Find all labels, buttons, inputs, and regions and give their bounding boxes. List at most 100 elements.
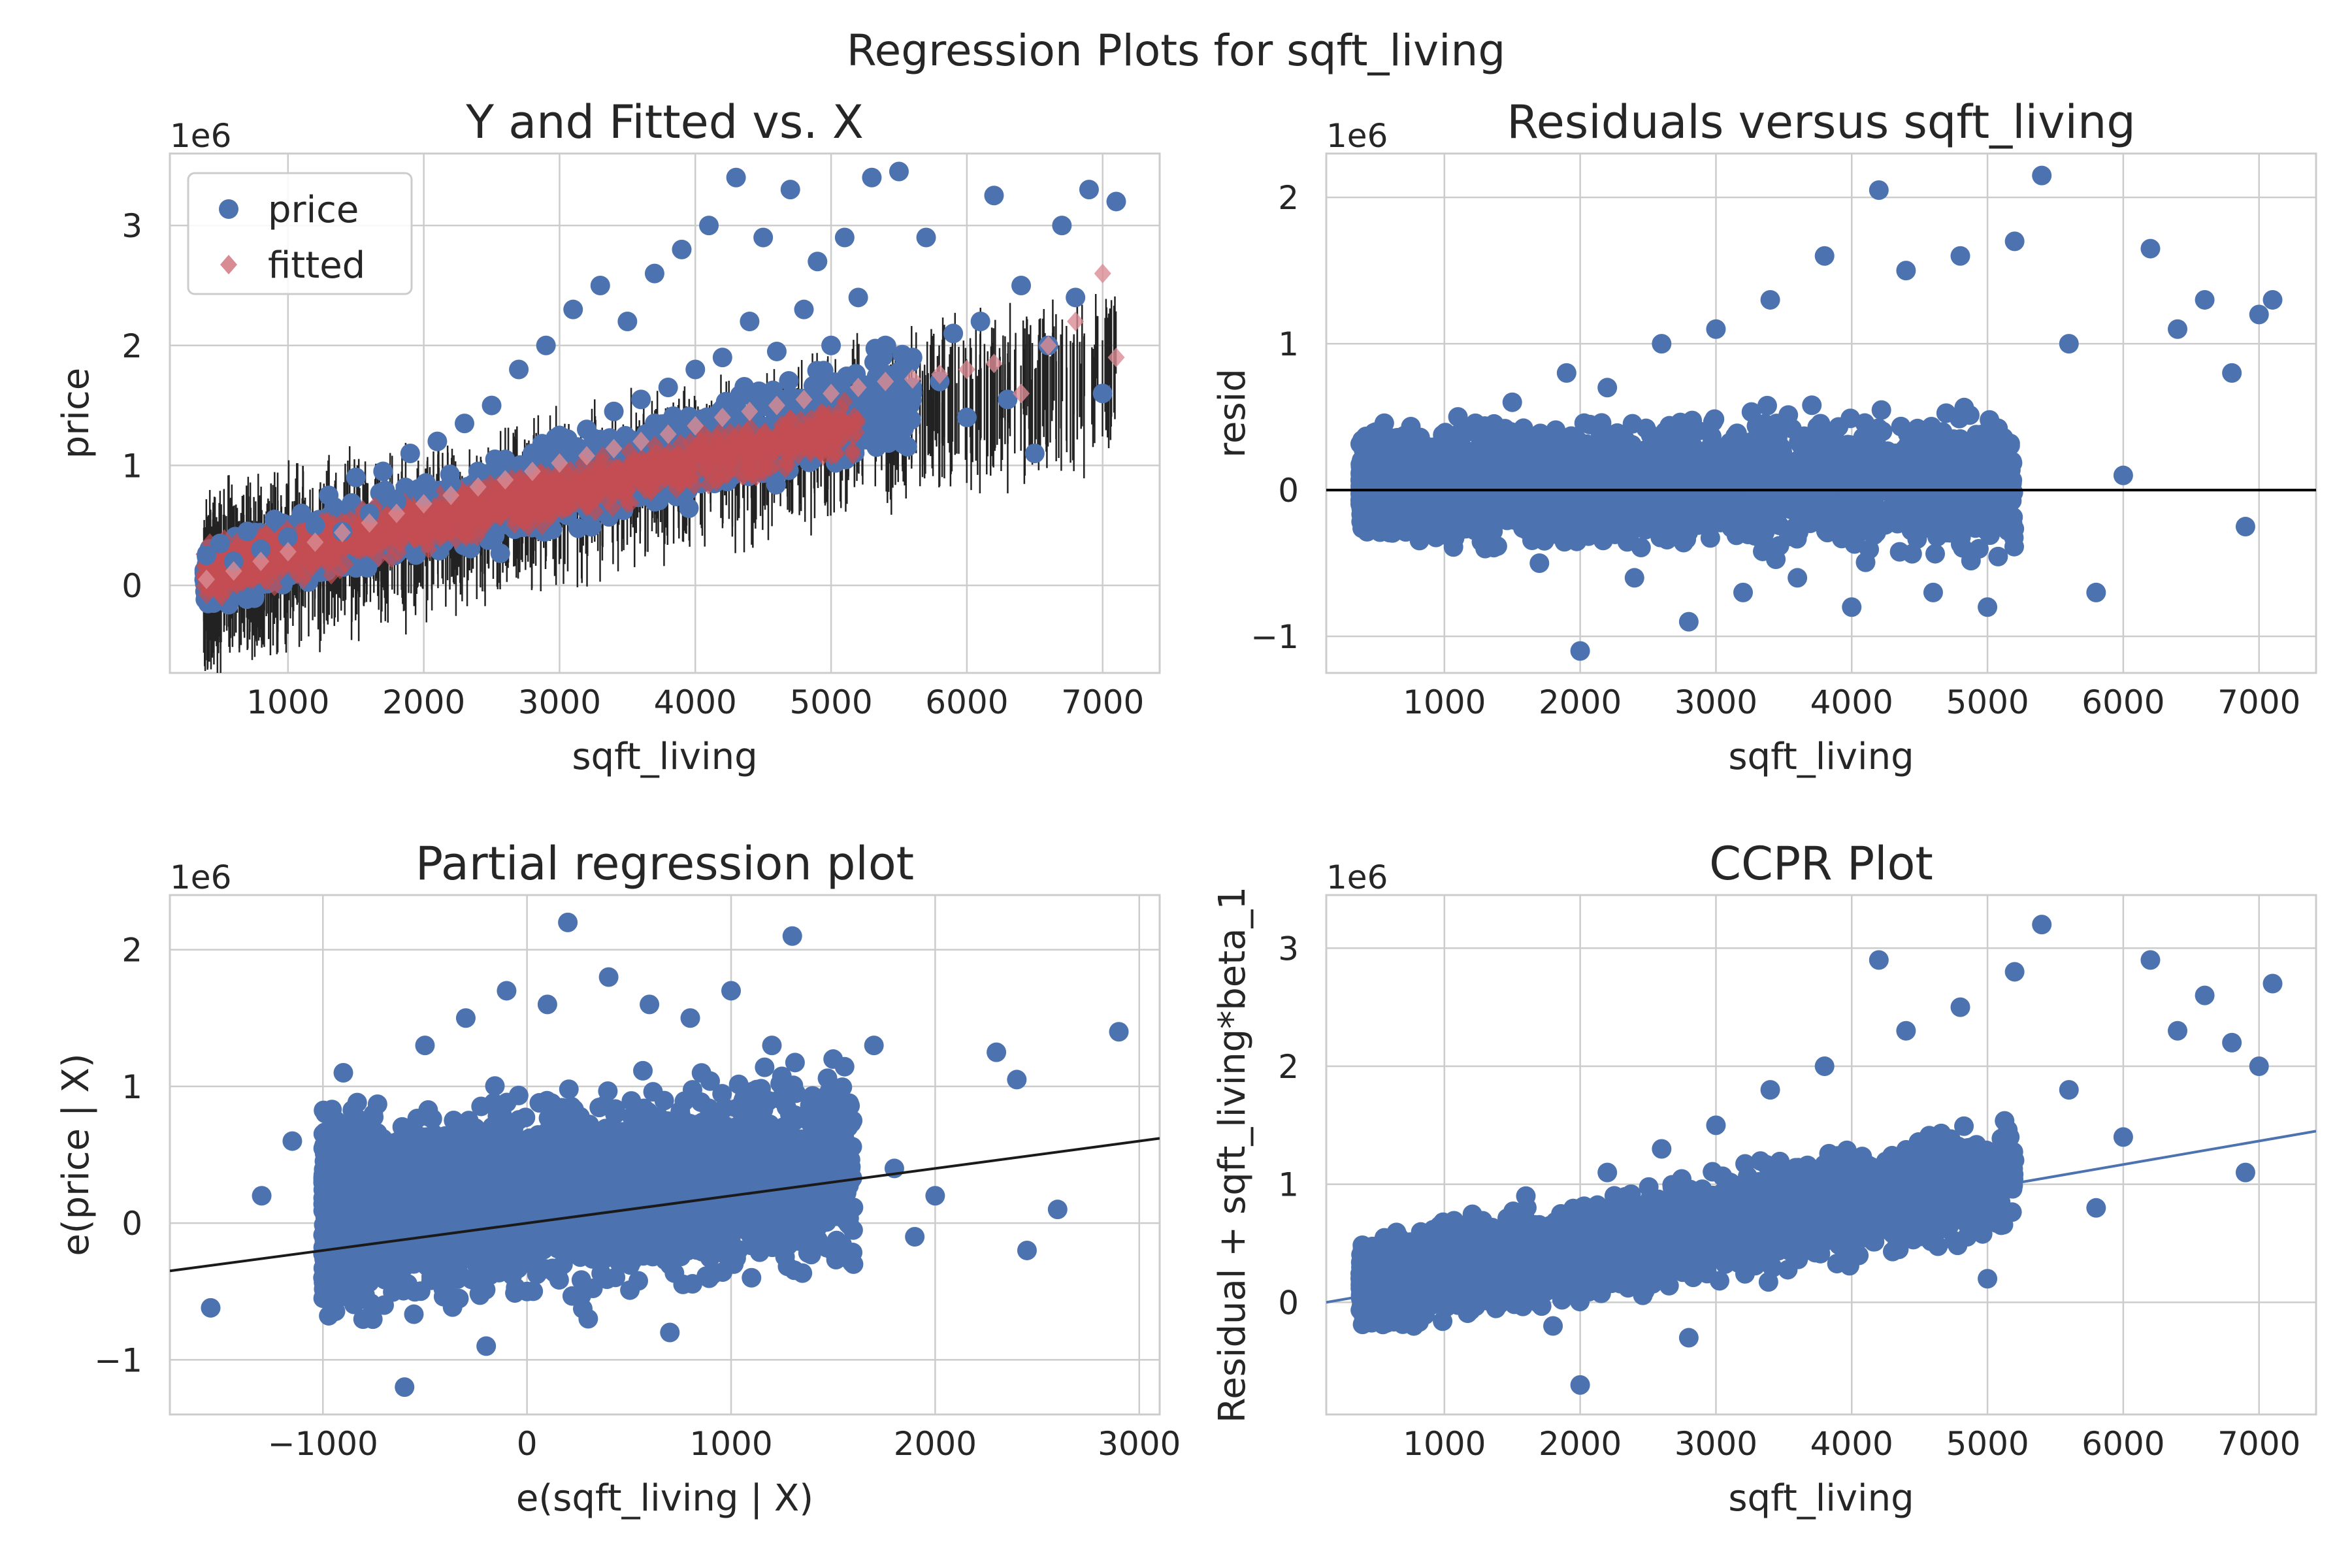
series-price (197, 161, 1126, 572)
data-point (780, 180, 800, 200)
point (445, 508, 463, 528)
data-point (631, 389, 651, 410)
point (390, 542, 408, 563)
data-point (741, 401, 759, 421)
data-point (387, 491, 407, 512)
point (1988, 546, 2008, 566)
data-point (305, 515, 325, 536)
data-point (632, 431, 650, 451)
data-point (644, 263, 664, 284)
point (295, 569, 312, 589)
data-point (578, 446, 596, 466)
data-point (497, 470, 514, 490)
data-point (400, 444, 420, 464)
point (574, 489, 591, 510)
point (890, 399, 911, 419)
point (865, 408, 885, 428)
point (391, 526, 408, 546)
data-point (197, 546, 217, 566)
data-point (862, 167, 882, 188)
y-axis-label: price (55, 368, 97, 459)
point (636, 480, 654, 500)
data-point (1107, 348, 1125, 368)
data-point (848, 287, 868, 308)
data-point (821, 335, 841, 355)
point (331, 538, 349, 558)
y-tick-label: 3 (122, 207, 142, 245)
x-axis-label: sqft_living (572, 736, 757, 778)
data-point (877, 371, 894, 391)
data-point (361, 513, 378, 533)
data-point (523, 461, 541, 482)
point (623, 466, 640, 487)
data-point (958, 359, 975, 380)
x-tick-label: 5000 (789, 683, 872, 721)
point (725, 428, 743, 448)
point (476, 493, 494, 513)
axes-frame (1325, 152, 2317, 674)
x-tick-label: 1000 (246, 683, 329, 721)
data-point (265, 509, 285, 529)
y-tick-label: 1 (1278, 325, 1299, 363)
x-tick-label: 6000 (925, 683, 1008, 721)
point (763, 380, 783, 400)
data-point (904, 369, 921, 389)
data-point (1094, 263, 1111, 284)
point (611, 458, 629, 478)
scatter-cloud (1350, 395, 2025, 572)
data-point (278, 527, 298, 547)
point (693, 430, 710, 450)
point (493, 490, 510, 510)
data-point (712, 348, 732, 368)
data-point (333, 523, 351, 543)
point (490, 543, 510, 563)
data-point (454, 414, 474, 434)
y-tick-label: −1 (1250, 618, 1299, 656)
data-point (522, 444, 542, 464)
point (475, 510, 493, 531)
data-point (442, 485, 460, 506)
data-point (849, 378, 867, 398)
point (685, 475, 703, 495)
point (482, 474, 499, 494)
data-point (225, 561, 242, 581)
plot-area-resid (1326, 165, 2316, 661)
x-tick-label: 1000 (1403, 683, 1486, 721)
data-point (198, 569, 216, 589)
point (734, 377, 755, 397)
point (589, 467, 607, 487)
data-point (943, 323, 964, 344)
data-point (469, 477, 487, 497)
point (348, 522, 366, 542)
data-point (794, 299, 814, 319)
point (425, 506, 443, 526)
data-point (1079, 180, 1099, 200)
x-tick-label: 3000 (518, 683, 601, 721)
data-point (659, 424, 677, 444)
data-point (753, 227, 774, 248)
data-point (252, 551, 270, 572)
point (779, 370, 799, 391)
data-point (956, 407, 977, 427)
point (708, 428, 725, 448)
y-tick-label: 0 (122, 567, 142, 605)
data-point (549, 425, 570, 446)
legend-marker-fitted (220, 255, 237, 274)
data-point (482, 395, 502, 416)
legend-box (187, 172, 413, 295)
point (213, 587, 231, 607)
data-point (931, 364, 949, 384)
series-fitted (198, 263, 1125, 589)
point (512, 468, 530, 489)
data-point (388, 503, 406, 523)
data-point (427, 431, 448, 451)
point (881, 426, 901, 446)
legend-label: price (268, 189, 359, 231)
data-point (468, 461, 488, 482)
data-point (604, 401, 624, 421)
point (533, 515, 551, 536)
point (823, 446, 840, 466)
data-point (605, 438, 623, 459)
x-tick-label: 4000 (1810, 683, 1893, 721)
